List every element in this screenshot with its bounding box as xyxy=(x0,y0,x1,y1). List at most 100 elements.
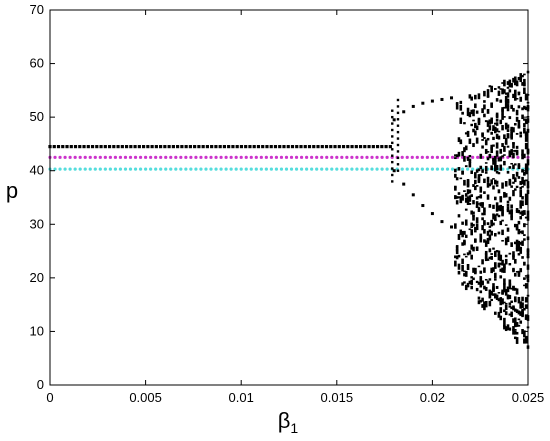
chaotic-point xyxy=(488,183,492,187)
chaotic-point xyxy=(490,220,493,227)
chaotic-point xyxy=(515,151,519,156)
chaotic-point xyxy=(455,102,459,105)
chaotic-point xyxy=(524,138,528,142)
bifurcation-point xyxy=(396,156,400,160)
chaotic-point xyxy=(492,293,495,296)
chaotic-point xyxy=(454,223,457,229)
chaotic-point xyxy=(486,129,490,133)
chaotic-point xyxy=(524,216,528,219)
cyan-dot xyxy=(68,167,72,171)
cyan-dot xyxy=(450,167,455,171)
chaotic-point xyxy=(477,176,481,184)
cyan-dot xyxy=(420,167,424,171)
stable-point xyxy=(329,145,333,149)
magenta-dot xyxy=(325,155,329,159)
cyan-dot xyxy=(325,167,329,171)
chaotic-point xyxy=(513,258,517,264)
cyan-dot xyxy=(254,167,258,171)
chaotic-point xyxy=(515,171,519,177)
magenta-dot xyxy=(400,155,404,159)
chaotic-point xyxy=(495,164,499,171)
chaotic-point xyxy=(503,301,506,304)
cyan-dot xyxy=(294,167,299,171)
chaotic-point xyxy=(510,106,513,109)
stable-point xyxy=(265,145,269,149)
chaotic-point xyxy=(506,170,510,174)
bifurcation-point xyxy=(396,111,400,115)
cyan-dot xyxy=(219,167,223,171)
chaotic-point xyxy=(479,186,483,193)
chaotic-point xyxy=(466,112,470,117)
cyan-dot xyxy=(93,167,97,171)
chaotic-point xyxy=(463,230,466,235)
cyan-dot xyxy=(400,167,404,171)
chaotic-point xyxy=(490,267,493,274)
chaotic-point xyxy=(497,86,501,89)
chaotic-point xyxy=(494,214,497,221)
chaotic-point xyxy=(524,131,528,135)
chaotic-point xyxy=(463,240,466,244)
chaotic-point xyxy=(523,179,526,186)
chaotic-point xyxy=(508,152,512,158)
chaotic-point xyxy=(488,229,492,233)
chaotic-point xyxy=(513,149,517,152)
chaotic-point xyxy=(508,196,512,201)
magenta-dot xyxy=(435,155,440,159)
chaotic-point xyxy=(504,92,508,95)
chaotic-point xyxy=(475,137,479,144)
chaotic-point xyxy=(519,189,523,193)
chaotic-point xyxy=(508,166,512,169)
chaotic-point xyxy=(497,157,501,162)
chaotic-point xyxy=(492,213,495,220)
chaotic-point xyxy=(512,181,515,184)
bifurcation-point xyxy=(391,154,394,157)
chaotic-point xyxy=(494,128,497,134)
stable-point xyxy=(227,145,231,149)
chaotic-point xyxy=(497,250,501,256)
chaotic-point xyxy=(490,230,493,236)
magenta-dot xyxy=(83,155,87,159)
chaotic-point xyxy=(486,182,490,188)
cyan-dot xyxy=(118,167,123,171)
chaotic-point xyxy=(484,286,488,291)
chaotic-point xyxy=(523,123,526,128)
chaotic-point xyxy=(513,95,517,101)
chaotic-point xyxy=(470,170,473,174)
cyan-dot xyxy=(430,167,434,171)
chaotic-point xyxy=(488,300,492,307)
chaotic-point xyxy=(503,116,506,118)
chaotic-point xyxy=(521,75,524,78)
chaotic-point xyxy=(461,242,464,246)
chaotic-point xyxy=(512,174,515,180)
chaotic-point xyxy=(483,191,486,194)
chaotic-point xyxy=(512,326,515,331)
cyan-dot xyxy=(385,167,389,171)
chaotic-point xyxy=(499,315,503,321)
chaotic-point xyxy=(470,210,473,215)
magenta-dot xyxy=(219,155,223,159)
chaotic-point xyxy=(521,149,524,156)
chaotic-point xyxy=(497,214,501,218)
bifurcation-point xyxy=(396,163,400,166)
chaotic-point xyxy=(521,153,524,160)
plot-frame xyxy=(49,9,529,386)
chaotic-point xyxy=(466,282,470,288)
cyan-dot xyxy=(214,167,218,171)
stable-point xyxy=(129,145,133,149)
chaotic-point xyxy=(504,104,508,109)
chaotic-point xyxy=(501,298,504,305)
magenta-dot xyxy=(154,155,158,159)
chaotic-point xyxy=(513,241,517,245)
chaotic-point xyxy=(483,285,486,290)
chaotic-point xyxy=(524,133,528,136)
stable-point xyxy=(273,145,278,149)
chaotic-point xyxy=(508,305,512,308)
chaotic-point xyxy=(517,247,521,252)
chaotic-point xyxy=(504,239,508,246)
chaotic-point xyxy=(495,205,499,212)
chaotic-point xyxy=(512,328,515,335)
chaotic-point xyxy=(504,142,508,145)
magenta-dot xyxy=(471,155,475,159)
chaotic-point xyxy=(519,131,523,135)
stable-point xyxy=(316,145,320,149)
